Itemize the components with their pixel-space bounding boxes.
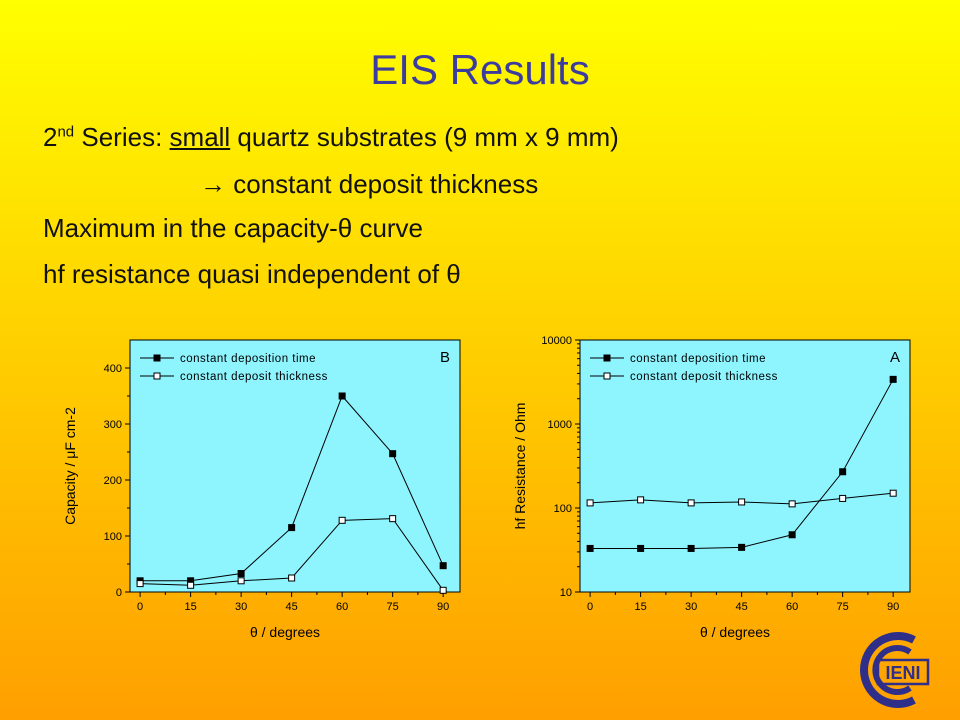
data-point (389, 515, 397, 523)
legend-entry: constant deposition time (180, 353, 316, 365)
y-tick-label: 100 (104, 531, 122, 543)
series-number: 2 (43, 122, 58, 152)
y-axis-label: Capacity / μF cm-2 (62, 407, 78, 525)
bullet-line-resistance: hf resistance quasi independent of θ (43, 259, 461, 289)
legend-marker (603, 372, 611, 380)
data-point (586, 544, 594, 552)
y-axis-label: hf Resistance / Ohm (512, 403, 528, 530)
x-tick-label: 30 (235, 601, 247, 613)
data-point (788, 500, 796, 508)
data-point (439, 562, 447, 570)
data-point (237, 570, 245, 578)
data-point (338, 516, 346, 524)
legend-entry: constant deposition time (630, 353, 766, 365)
x-tick-label: 75 (387, 601, 399, 613)
data-point (687, 499, 695, 507)
data-point (288, 574, 296, 582)
legend-marker (603, 354, 611, 362)
bullet-line-thickness: → constant deposit thickness (200, 169, 538, 200)
y-tick-label: 10000 (541, 335, 572, 347)
y-tick-label: 300 (104, 419, 122, 431)
data-point (586, 499, 594, 507)
x-tick-label: 15 (184, 601, 196, 613)
data-point (288, 524, 296, 532)
capacity-chart-svg: 0 15 30 45 60 75 90 0 100 200 300 400 θ / degrees Cap… (62, 339, 461, 640)
legend-entry: constant deposit thickness (630, 371, 778, 383)
thickness-text: constant deposit thickness (233, 169, 539, 199)
bullet-line-series: 2nd Series: small quartz substrates (9 m… (43, 122, 619, 153)
x-axis-label: θ / degrees (700, 624, 770, 640)
series-text-part1: Series: (74, 122, 170, 152)
legend-marker (153, 354, 161, 362)
y-tick-label: 200 (104, 475, 122, 487)
data-point (136, 580, 144, 588)
x-tick-label: 30 (685, 601, 697, 613)
slide-title: EIS Results (370, 46, 590, 93)
x-tick-label: 60 (786, 601, 798, 613)
x-tick-label: 90 (437, 601, 449, 613)
y-tick-label: 400 (104, 363, 122, 375)
x-tick-label: 75 (837, 601, 849, 613)
underlined-word: small (169, 122, 231, 152)
logo-text: IENI (885, 663, 920, 683)
capacity-chart: 0 15 30 45 60 75 90 0 100 200 300 400 θ / degrees Cap… (40, 322, 480, 652)
panel-label: A (890, 349, 900, 366)
plot-area (129, 339, 461, 593)
x-tick-label: 45 (286, 601, 298, 613)
bullet-line-maximum: Maximum in the capacity-θ curve (43, 213, 424, 243)
series-text-part2: quartz substrates (9 mm x 9 mm) (230, 122, 619, 152)
x-tick-label: 15 (634, 601, 646, 613)
data-point (439, 586, 447, 594)
data-point (839, 494, 847, 502)
x-tick-label: 90 (887, 601, 899, 613)
y-tick-label: 100 (554, 503, 572, 515)
y-tick-label: 10 (560, 587, 572, 599)
y-tick-label: 0 (116, 587, 122, 599)
data-point (738, 543, 746, 551)
arrow-right-icon: → (200, 169, 226, 199)
data-point (687, 544, 695, 552)
resistance-chart-svg: 0 15 30 45 60 75 90 10 100 1000 10000 θ / degrees hf… (512, 335, 911, 640)
resistance-chart: 0 15 30 45 60 75 90 10 100 1000 10000 θ / degrees hf… (490, 322, 930, 652)
data-point (237, 577, 245, 585)
legend-marker (153, 372, 161, 380)
x-tick-label: 0 (587, 601, 593, 613)
legend-entry: constant deposit thickness (180, 371, 328, 383)
data-point (187, 581, 195, 589)
ordinal-superscript: nd (57, 123, 75, 141)
data-point (839, 468, 847, 476)
x-axis-label: θ / degrees (250, 624, 320, 640)
x-tick-label: 0 (137, 601, 143, 613)
data-point (338, 392, 346, 400)
y-tick-label: 1000 (548, 419, 572, 431)
data-point (637, 496, 645, 504)
x-tick-label: 45 (736, 601, 748, 613)
panel-label: B (440, 349, 450, 366)
data-point (788, 531, 796, 539)
x-tick-label: 60 (336, 601, 348, 613)
data-point (889, 375, 897, 383)
data-point (389, 450, 397, 458)
cnr-ieni-logo: IENI (860, 632, 930, 708)
data-point (738, 498, 746, 506)
data-point (889, 489, 897, 497)
data-point (637, 544, 645, 552)
